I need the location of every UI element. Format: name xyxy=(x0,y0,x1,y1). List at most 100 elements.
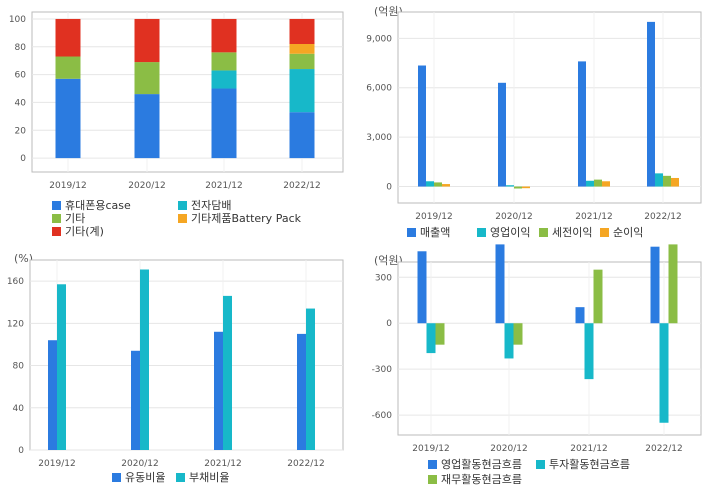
bar xyxy=(426,181,434,187)
y-tick-label: 60 xyxy=(15,71,27,81)
bar xyxy=(498,82,506,187)
x-tick-label: 2022/12 xyxy=(644,212,681,222)
x-tick-label: 2022/12 xyxy=(287,459,324,469)
chart-ratio: 0 40 80 120 160 2019/12 2020/12 2021/12 2022/12 xyxy=(7,259,344,469)
legend-swatch xyxy=(428,474,437,484)
y-tick-label: 6,000 xyxy=(366,84,392,94)
y-tick-label: 0 xyxy=(386,319,392,329)
legend-swatch xyxy=(112,472,121,482)
bar xyxy=(214,331,223,450)
x-tick-label: 2022/12 xyxy=(645,444,682,454)
y-tick-label: 40 xyxy=(13,404,25,414)
legend-swatch xyxy=(52,200,61,210)
y-tick-label: 3,000 xyxy=(366,133,392,143)
bar xyxy=(575,307,585,324)
chart-revenue-mix: 0 20 40 60 80 100 2019/12 2020/12 2021/12 2022/12 xyxy=(9,11,344,191)
bar xyxy=(514,186,522,189)
bar xyxy=(140,269,149,450)
y-tick-label: 80 xyxy=(13,362,25,372)
x-tick-label: 2019/12 xyxy=(412,444,449,454)
y-tick-label: 20 xyxy=(15,126,27,136)
legend-swatch xyxy=(52,226,61,236)
legend-swatch xyxy=(536,459,545,469)
legend-item: 투자활동현금흐름 xyxy=(536,456,630,472)
bar xyxy=(522,186,530,189)
x-tick-label: 2020/12 xyxy=(121,459,158,469)
y-tick-label: 0 xyxy=(20,154,26,164)
bar xyxy=(55,18,81,57)
unit-label: (억원) xyxy=(374,5,403,18)
y-tick-label: 0 xyxy=(18,446,24,456)
bar xyxy=(289,18,315,44)
bar xyxy=(504,323,514,359)
bar xyxy=(134,94,160,159)
x-tick-label: 2021/12 xyxy=(204,459,241,469)
chart-cashflow-panel: (억원) -600 -300 0 300 2019/12 2020/12 2021/12 20… xyxy=(360,244,720,496)
legend-label: 세전이익 xyxy=(552,226,593,239)
legend-item: 재무활동현금흐름 xyxy=(428,471,522,487)
bar xyxy=(131,350,140,450)
legend-swatch xyxy=(407,227,416,237)
bar xyxy=(48,340,57,450)
legend-label: 전자담배 xyxy=(191,199,232,212)
bar xyxy=(668,244,678,324)
legend-label: 기타제품Battery Pack xyxy=(191,212,301,225)
legend-swatch xyxy=(539,227,548,237)
bar xyxy=(650,246,660,324)
bar xyxy=(55,56,81,79)
bar xyxy=(584,323,594,380)
bar xyxy=(289,69,315,113)
legend-label: 순이익 xyxy=(613,226,644,239)
legend-label: 기타 xyxy=(65,212,86,225)
y-tick-label: -300 xyxy=(372,365,393,375)
bar xyxy=(594,179,602,187)
legend-swatch xyxy=(477,227,486,237)
bar xyxy=(578,61,586,187)
bar xyxy=(289,53,315,70)
bar xyxy=(495,244,505,324)
unit-label: (%) xyxy=(14,252,34,265)
x-tick-label: 2021/12 xyxy=(575,212,612,222)
legend-item: 부채비율 xyxy=(176,469,229,485)
bar xyxy=(211,70,237,89)
legend-label: 휴대폰용case xyxy=(65,199,131,212)
legend-item: 기타 xyxy=(52,210,85,226)
legend-item: 기타(계) xyxy=(52,223,104,239)
y-tick-label: 9,000 xyxy=(366,34,392,44)
bar xyxy=(586,180,594,187)
legend-label: 매출액 xyxy=(420,226,451,239)
legend-item: 영업활동현금흐름 xyxy=(428,456,522,472)
bar xyxy=(513,323,523,345)
bar xyxy=(223,295,232,450)
plot-frame xyxy=(29,259,344,451)
x-tick-label: 2021/12 xyxy=(205,181,242,191)
bar xyxy=(57,284,66,450)
y-tick-label: -600 xyxy=(372,411,393,421)
x-tick-label: 2020/12 xyxy=(495,212,532,222)
bar xyxy=(418,65,426,187)
bar xyxy=(655,173,663,187)
bar xyxy=(134,62,160,95)
bar xyxy=(55,78,81,159)
chart-ratio-panel: (%) 0 40 80 120 160 2019/12 2020/12 2021/12 2022… xyxy=(0,248,360,496)
legend-swatch xyxy=(428,459,437,469)
bar xyxy=(417,251,427,324)
x-tick-label: 2019/12 xyxy=(38,459,75,469)
y-tick-label: 100 xyxy=(9,15,26,25)
bar xyxy=(506,185,514,187)
bar xyxy=(289,112,315,159)
bar xyxy=(134,18,160,63)
chart-revenue-mix-panel: 0 20 40 60 80 100 2019/12 2020/12 2021/12 2022/12… xyxy=(0,0,360,248)
unit-label: (억원) xyxy=(374,254,403,267)
legend-swatch xyxy=(178,213,187,223)
chart-cashflow: -600 -300 0 300 2019/12 2020/12 2021/12 2022/12 xyxy=(372,244,702,454)
legend-label: 기타(계) xyxy=(65,225,104,238)
x-tick-label: 2022/12 xyxy=(283,181,320,191)
legend-swatch xyxy=(178,200,187,210)
y-tick-label: 160 xyxy=(7,277,24,287)
legend-label: 부채비율 xyxy=(189,471,230,484)
chart-income-panel: (억원) 0 3,000 6,000 9,000 2019/12 2020/12 2021/… xyxy=(360,0,720,248)
bar xyxy=(289,44,315,54)
legend-item: 유동비율 xyxy=(112,469,165,485)
bar xyxy=(297,333,306,450)
